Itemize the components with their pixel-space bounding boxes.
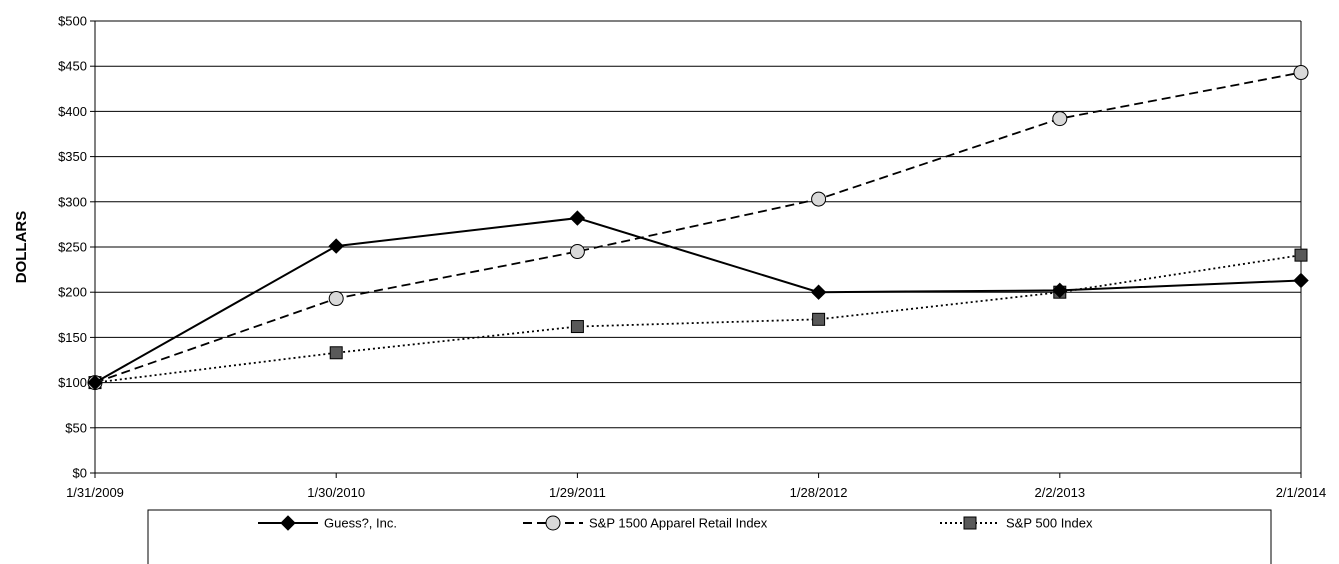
gridlines (95, 20, 1302, 473)
data-point-circle (811, 191, 827, 207)
y-tick-label: $400 (58, 104, 87, 119)
x-tick-label: 2/2/2013 (1034, 485, 1085, 500)
data-point-square (329, 346, 343, 360)
legend: Guess?, Inc. S&P 1500 Apparel Retail Inde… (147, 509, 1272, 564)
x-tick-label: 1/31/2009 (66, 485, 124, 500)
y-tick-label: $100 (58, 375, 87, 390)
y-tick-label: $450 (58, 59, 87, 74)
y-tick-label: $0 (73, 466, 87, 481)
x-tick-label: 2/1/2014 (1276, 485, 1327, 500)
x-axis-ticks: 1/31/2009 1/30/2010 1/29/2011 1/28/2012 2/2/… (66, 473, 1326, 500)
data-point-diamond (810, 284, 827, 300)
series-group (87, 65, 1309, 391)
data-point-diamond (280, 515, 296, 531)
data-point-diamond (569, 210, 586, 226)
series-line (94, 217, 1302, 384)
y-tick-label: $500 (58, 14, 87, 29)
legend-item: Guess?, Inc. (258, 515, 397, 531)
data-point-diamond (328, 238, 344, 254)
series-line (94, 254, 1302, 384)
series-line (94, 71, 1302, 384)
legend-label: Guess?, Inc. (324, 516, 397, 531)
y-tick-label: $150 (58, 330, 87, 345)
x-tick-label: 1/29/2011 (549, 485, 606, 500)
data-point-square (1294, 248, 1308, 262)
y-tick-label: $50 (65, 420, 87, 435)
data-point-circle (1052, 111, 1068, 127)
series-2 (88, 248, 1308, 390)
data-point-square (963, 516, 977, 530)
legend-label: S&P 500 Index (1006, 516, 1093, 531)
series-1 (87, 65, 1309, 391)
x-tick-label: 1/30/2010 (307, 485, 365, 500)
x-tick-label: 1/28/2012 (790, 485, 848, 500)
data-point-diamond (1052, 282, 1068, 299)
data-point-diamond (87, 374, 103, 391)
data-point-square (570, 320, 584, 334)
data-point-circle (1293, 65, 1309, 81)
data-point-square (812, 312, 826, 326)
legend-item: S&P 500 Index (940, 516, 1093, 531)
legend-item: S&P 1500 Apparel Retail Index (523, 515, 768, 531)
data-point-circle (545, 515, 561, 531)
y-axis-ticks: $0 $50 $100 $150 $200 $250 $300 $350 $400 $450 $50… (58, 14, 95, 481)
data-point-diamond (1293, 272, 1309, 289)
y-tick-label: $350 (58, 149, 87, 164)
legend-label: S&P 1500 Apparel Retail Index (589, 516, 768, 531)
y-tick-label: $300 (58, 194, 87, 209)
y-tick-label: $200 (58, 285, 87, 300)
data-point-circle (328, 291, 344, 307)
y-tick-label: $250 (58, 240, 87, 255)
y-axis-title: DOLLARS (13, 211, 30, 284)
legend-box (147, 509, 1272, 564)
data-point-circle (569, 244, 585, 260)
series-0 (87, 210, 1309, 391)
